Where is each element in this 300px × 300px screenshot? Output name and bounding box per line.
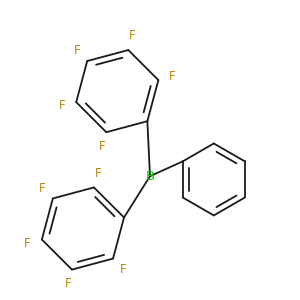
Text: F: F [39, 182, 46, 194]
Text: F: F [24, 237, 31, 250]
Text: F: F [169, 70, 176, 83]
Text: F: F [120, 262, 127, 275]
Text: F: F [94, 167, 101, 180]
Text: F: F [99, 140, 106, 153]
Text: F: F [129, 29, 135, 42]
Text: F: F [59, 99, 65, 112]
Text: F: F [74, 44, 80, 57]
Text: F: F [65, 277, 71, 290]
Text: B: B [146, 170, 154, 183]
